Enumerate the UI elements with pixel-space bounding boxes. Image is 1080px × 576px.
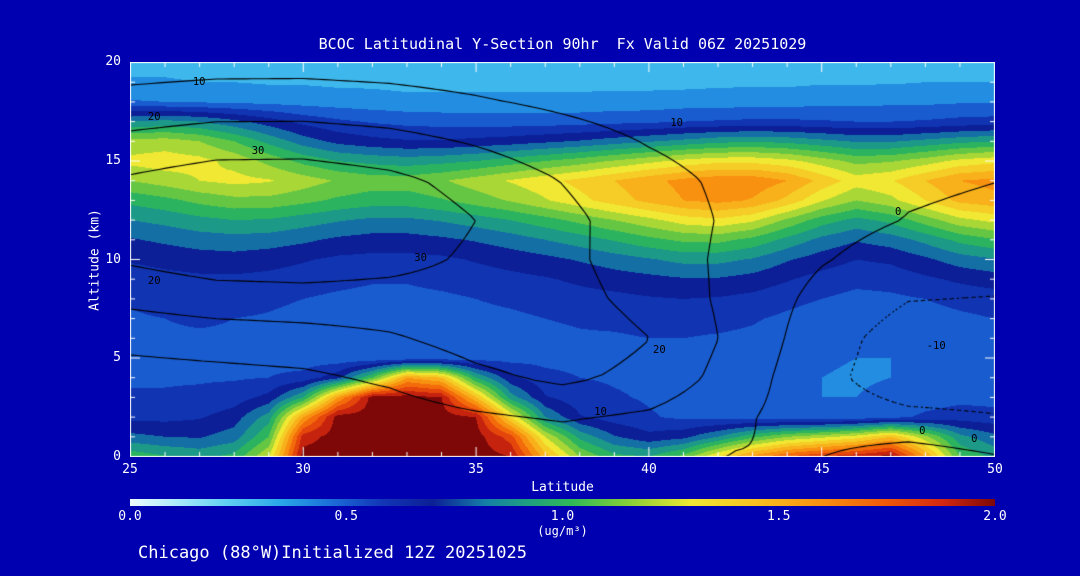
colorbar-tick-label: 2.0 — [983, 509, 1007, 524]
contour-label: 30 — [251, 144, 265, 157]
colorbar-tick-label: 0.0 — [118, 509, 142, 524]
contour-label: 10 — [670, 117, 683, 130]
colorbar-tick-label: 1.5 — [767, 509, 791, 524]
cross-section-canvas — [130, 62, 995, 457]
x-tick-label: 35 — [468, 462, 484, 477]
y-tick-label: 5 — [113, 350, 121, 366]
run-info-caption: Chicago (88°W)Initialized 12Z 20251025 — [138, 543, 527, 563]
contour-label: 20 — [147, 275, 161, 288]
plot-title: BCOC Latitudinal Y-Section 90hr Fx Valid… — [318, 35, 807, 53]
y-tick-label: 0 — [113, 449, 121, 464]
contour-label: 10 — [192, 75, 206, 88]
x-tick-label: 25 — [122, 462, 138, 477]
plot-area — [130, 62, 995, 457]
contour-label: 0 — [894, 206, 902, 219]
contour-label: 0 — [919, 425, 926, 438]
x-tick-label: 40 — [641, 462, 657, 477]
contour-label: 20 — [147, 111, 161, 124]
y-tick-label: 10 — [105, 251, 121, 267]
contour-label: 20 — [653, 344, 666, 357]
x-tick-label: 30 — [295, 462, 311, 477]
y-tick-label: 15 — [105, 152, 121, 168]
colorbar-unit-label: (ug/m³) — [537, 524, 588, 538]
y-tick-label: 20 — [105, 54, 121, 69]
x-tick-label: 45 — [814, 462, 830, 477]
x-tick-label: 50 — [987, 462, 1003, 477]
contour-label: 10 — [594, 405, 607, 418]
colorbar-tick-label: 0.5 — [334, 509, 358, 524]
x-axis-label: Latitude — [531, 480, 594, 495]
colorbar-canvas — [130, 499, 995, 506]
contour-label: 0 — [971, 433, 978, 446]
contour-label: 30 — [414, 251, 427, 264]
contour-label: -10 — [926, 340, 946, 353]
colorbar-tick-label: 1.0 — [550, 509, 575, 524]
